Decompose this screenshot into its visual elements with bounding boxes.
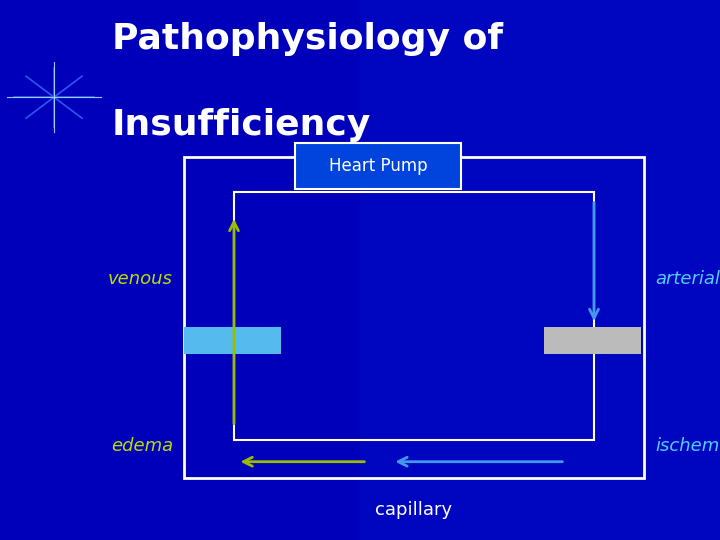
Bar [184, 327, 281, 354]
Text: Insufficiency: Insufficiency [112, 108, 371, 142]
Bar [360, 0, 720, 540]
Text: capillary: capillary [375, 501, 453, 519]
Bar [234, 192, 594, 440]
Text: ischemia: ischemia [655, 437, 720, 455]
Text: venous: venous [108, 269, 173, 288]
Text: edema: edema [111, 437, 173, 455]
Text: arterial: arterial [655, 269, 720, 288]
Bar [544, 327, 641, 354]
Text: Heart Pump: Heart Pump [329, 157, 427, 175]
FancyBboxPatch shape [295, 143, 461, 189]
Bar [184, 157, 644, 478]
Text: Pathophysiology of: Pathophysiology of [112, 22, 503, 56]
